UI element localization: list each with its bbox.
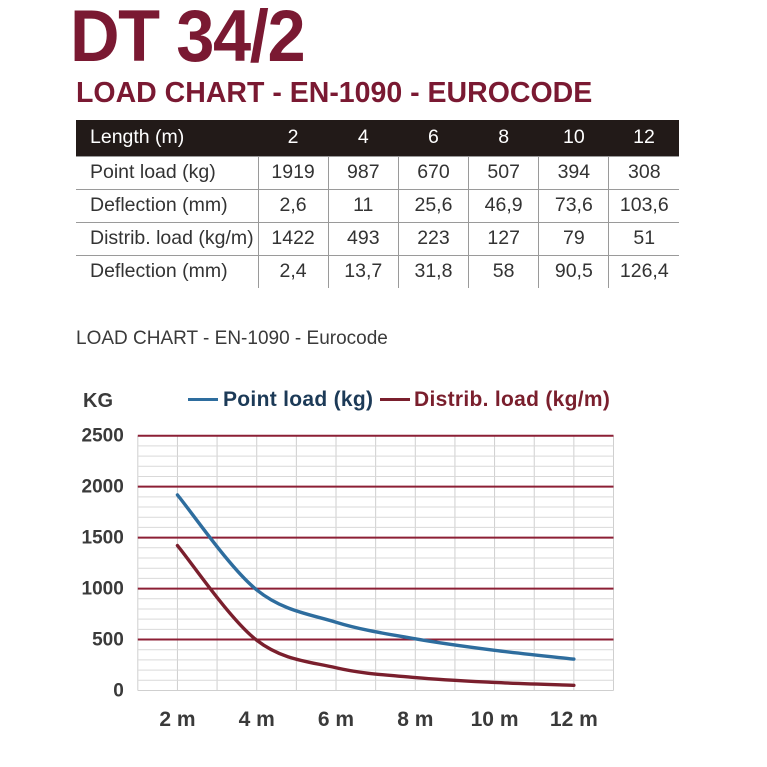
svg-text:6 m: 6 m — [318, 708, 354, 731]
svg-text:2500: 2500 — [82, 426, 124, 447]
svg-text:12 m: 12 m — [550, 708, 598, 731]
svg-text:500: 500 — [92, 630, 124, 651]
svg-text:8 m: 8 m — [397, 708, 433, 731]
svg-text:4 m: 4 m — [239, 708, 275, 731]
svg-text:1000: 1000 — [82, 579, 124, 600]
svg-text:10 m: 10 m — [471, 708, 519, 731]
svg-text:2 m: 2 m — [159, 708, 195, 731]
svg-text:0: 0 — [113, 681, 124, 702]
svg-text:1500: 1500 — [82, 528, 124, 549]
svg-text:2000: 2000 — [82, 477, 124, 498]
